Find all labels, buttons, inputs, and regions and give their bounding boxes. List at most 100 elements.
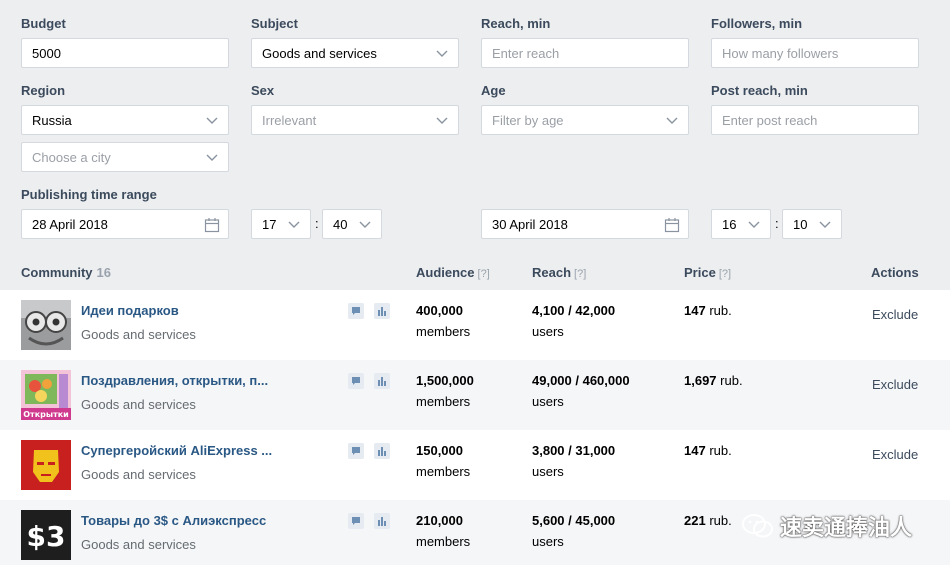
city-select[interactable]: Choose a city [21, 142, 229, 172]
comment-icon[interactable] [348, 443, 364, 459]
followers-min-placeholder: How many followers [722, 45, 839, 61]
exclude-button[interactable]: Exclude [872, 307, 919, 322]
budget-value: 5000 [32, 45, 61, 61]
audience-value: 210,000 [416, 513, 463, 528]
budget-input[interactable]: 5000 [21, 38, 229, 68]
chevron-down-icon [436, 117, 448, 124]
comment-icon[interactable] [348, 373, 364, 389]
community-name[interactable]: Поздравления, открытки, п... [81, 373, 269, 388]
start-hour-select[interactable]: 17 [251, 209, 311, 239]
post-reach-min-label: Post reach, min [711, 83, 808, 98]
reach-unit: users [532, 324, 564, 339]
end-hour-value: 16 [722, 216, 737, 232]
table-row: Идеи подарков Goods and services 400,000… [0, 290, 950, 360]
publishing-time-label: Publishing time range [21, 187, 157, 202]
reach-min-input[interactable]: Enter reach [481, 38, 689, 68]
exclude-button[interactable]: Exclude [872, 377, 919, 392]
price-unit: rub. [709, 303, 732, 318]
stats-icon[interactable] [374, 373, 390, 389]
community-avatar[interactable]: $3 [21, 510, 71, 560]
price-unit: rub. [709, 443, 732, 458]
audience-header[interactable]: Audience [?] [416, 265, 490, 280]
followers-min-input[interactable]: How many followers [711, 38, 919, 68]
comment-icon[interactable] [348, 513, 364, 529]
community-subject: Goods and services [81, 327, 196, 342]
community-name[interactable]: Идеи подарков [81, 303, 179, 318]
watermark: 速卖通捧油人 [742, 510, 912, 542]
start-minute-select[interactable]: 40 [322, 209, 382, 239]
reach-unit: users [532, 534, 564, 549]
audience-unit: members [416, 394, 471, 409]
reach-value: 49,000 / 460,000 [532, 373, 630, 388]
exclude-button[interactable]: Exclude [872, 447, 919, 462]
sex-select[interactable]: Irrelevant [251, 105, 459, 135]
end-hour-select[interactable]: 16 [711, 209, 771, 239]
community-avatar[interactable] [21, 440, 71, 490]
community-header[interactable]: Community 16 [21, 265, 111, 280]
price: 221 rub. [684, 513, 732, 528]
stats-icon[interactable] [374, 513, 390, 529]
comment-icon[interactable] [348, 303, 364, 319]
watermark-text: 速卖通捧油人 [780, 515, 913, 540]
start-minute-value: 40 [333, 216, 348, 232]
calendar-icon[interactable] [204, 217, 220, 233]
community-avatar[interactable] [21, 300, 71, 350]
chevron-down-icon [288, 221, 300, 228]
table-row: Открытки Поздравления, открытки, п... Go… [0, 360, 950, 430]
stats-icon[interactable] [374, 443, 390, 459]
price-header-label: Price [684, 265, 716, 280]
end-minute-select[interactable]: 10 [782, 209, 842, 239]
start-hour-value: 17 [262, 216, 277, 232]
reach-value: 3,800 / 31,000 [532, 443, 616, 458]
community-avatar[interactable]: Открытки [21, 370, 71, 420]
subject-label: Subject [251, 16, 298, 31]
reach-unit: users [532, 464, 564, 479]
community-subject: Goods and services [81, 397, 196, 412]
budget-label: Budget [21, 16, 66, 31]
region-select[interactable]: Russia [21, 105, 229, 135]
start-date-input[interactable]: 28 April 2018 [21, 209, 229, 239]
post-reach-placeholder: Enter post reach [722, 112, 818, 128]
subject-select[interactable]: Goods and services [251, 38, 459, 68]
community-subject: Goods and services [81, 467, 196, 482]
price: 1,697 rub. [684, 373, 743, 388]
chevron-down-icon [206, 154, 218, 161]
chevron-down-icon [359, 221, 371, 228]
reach-value: 4,100 / 42,000 [532, 303, 616, 318]
sex-value: Irrelevant [262, 112, 317, 128]
price-value: 147 [684, 303, 706, 318]
table-row: Супергеройский AliExpress ... Goods and … [0, 430, 950, 500]
price-unit: rub. [709, 513, 732, 528]
reach-help[interactable]: [?] [574, 268, 587, 280]
age-select[interactable]: Filter by age [481, 105, 689, 135]
calendar-icon[interactable] [664, 217, 680, 233]
post-reach-min-input[interactable]: Enter post reach [711, 105, 919, 135]
audience-help[interactable]: [?] [477, 268, 490, 280]
reach-header[interactable]: Reach [?] [532, 265, 586, 280]
community-subject: Goods and services [81, 537, 196, 552]
reach-unit: users [532, 394, 564, 409]
price-unit: rub. [720, 373, 743, 388]
age-placeholder: Filter by age [492, 112, 564, 128]
audience-unit: members [416, 324, 471, 339]
price-header[interactable]: Price [?] [684, 265, 731, 280]
chevron-down-icon [436, 50, 448, 57]
region-label: Region [21, 83, 66, 98]
stats-icon[interactable] [374, 303, 390, 319]
price-help[interactable]: [?] [718, 268, 732, 280]
followers-min-label: Followers, min [711, 16, 803, 31]
community-name[interactable]: Супергеройский AliExpress ... [81, 443, 273, 458]
audience-value: 1,500,000 [416, 373, 474, 388]
price: 147 rub. [684, 443, 732, 458]
community-name[interactable]: Товары до 3$ с Алиэкспресс [81, 513, 267, 528]
subject-value: Goods and services [262, 45, 377, 61]
sex-label: Sex [251, 83, 275, 98]
chevron-down-icon [819, 221, 831, 228]
end-date-input[interactable]: 30 April 2018 [481, 209, 689, 239]
audience-value: 150,000 [416, 443, 463, 458]
community-count: 16 [96, 265, 111, 280]
community-header-label: Community [21, 265, 93, 280]
thumbnail-text: Открытки [23, 410, 69, 419]
audience-unit: members [416, 534, 471, 549]
price-value: 221 [684, 513, 706, 528]
